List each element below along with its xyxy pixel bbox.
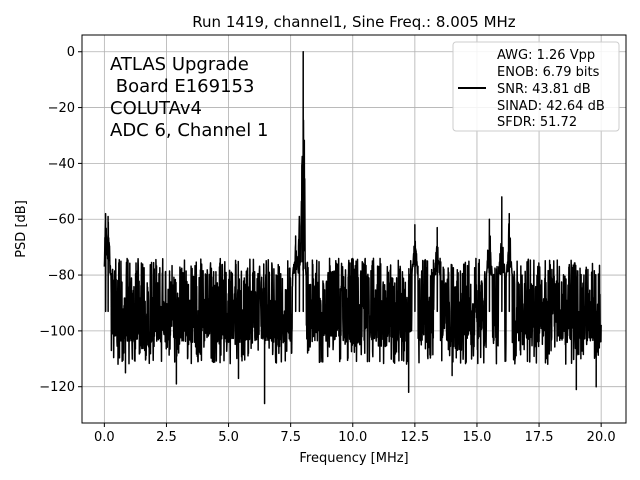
legend-box	[452, 41, 620, 132]
x-tick-label: 2.5	[156, 430, 177, 445]
plot-frame	[81, 34, 627, 424]
y-tick-label: −80	[48, 269, 75, 284]
legend: AWG: 1.26 Vpp ENOB: 6.79 bits SNR: 43.81…	[452, 41, 620, 132]
board-annotation: ATLAS Upgrade Board E169153 COLUTAv4 ADC…	[110, 54, 268, 141]
chart-title: Run 1419, channel1, Sine Freq.: 8.005 MH…	[192, 13, 516, 31]
x-tick-label: 20.0	[587, 430, 616, 445]
legend-entry: AWG: 1.26 Vpp	[497, 48, 595, 63]
annotation-line: ATLAS Upgrade	[110, 54, 249, 75]
x-tick-label: 7.5	[280, 430, 301, 445]
y-tick-label: −100	[39, 324, 75, 339]
x-tick-label: 0.0	[94, 430, 115, 445]
legend-entry: SNR: 43.81 dB	[497, 82, 591, 97]
y-tick-label: −40	[48, 157, 75, 172]
x-tick-label: 10.0	[338, 430, 367, 445]
x-tick-label: 17.5	[525, 430, 554, 445]
y-axis-label: PSD [dB]	[14, 200, 29, 258]
x-tick-label: 15.0	[462, 430, 491, 445]
annotation-line: ADC 6, Channel 1	[110, 120, 268, 141]
x-tick-label: 12.5	[400, 430, 429, 445]
y-tick-label: −20	[48, 101, 75, 116]
legend-entry: SFDR: 51.72	[497, 115, 577, 130]
annotation-line: COLUTAv4	[110, 98, 202, 119]
x-axis-ticks: 0.0 2.5 5.0 7.5 10.0 12.5 15.0 17.5 20.0	[94, 423, 616, 445]
y-axis-ticks: 0 −20 −40 −60 −80 −100 −120	[39, 45, 82, 395]
annotation-line: Board E169153	[110, 76, 254, 97]
legend-entry: ENOB: 6.79 bits	[497, 65, 600, 80]
x-tick-label: 5.0	[218, 430, 239, 445]
x-axis-label: Frequency [MHz]	[299, 451, 408, 466]
y-tick-label: −60	[48, 213, 75, 228]
y-tick-label: −120	[39, 380, 75, 395]
psd-trace	[103, 51, 602, 405]
y-tick-label: 0	[67, 45, 75, 60]
legend-entry: SINAD: 42.64 dB	[497, 99, 605, 114]
